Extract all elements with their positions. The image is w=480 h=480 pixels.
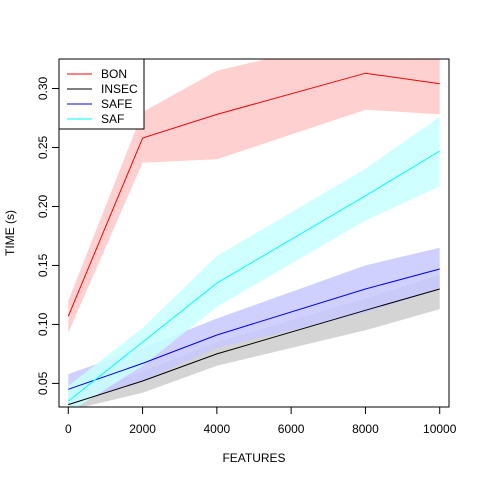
x-tick-label: 0 [65,422,72,436]
legend-label-bon: BON [101,67,127,81]
y-tick-label: 0.30 [36,76,50,100]
line-bon [67,72,440,317]
line-safe [68,268,440,390]
x-tick-label: 8000 [352,422,379,436]
x-tick-label: 4000 [204,422,231,436]
y-axis-title: TIME (s) [3,210,17,256]
x-tick-label: 2000 [129,422,156,436]
y-tick-label: 0.15 [36,253,50,277]
legend-label-safe: SAFE [101,97,132,111]
series-lines [67,72,440,406]
x-tick-label: 10000 [423,422,457,436]
y-axis: 0.05 0.10 0.15 0.20 0.25 0.30 [36,76,60,395]
legend-label-insec: INSEC [101,82,138,96]
legend-label-saf: SAF [101,112,124,126]
line-insec [68,288,440,406]
y-tick-label: 0.10 [36,312,50,336]
band-saf [68,116,440,407]
band-safe [68,247,440,406]
band-bon [68,59,440,333]
x-axis: 0 2000 4000 6000 8000 10000 [65,406,457,436]
y-tick-label: 0.05 [36,371,50,395]
x-axis-title: FEATURES [222,451,285,465]
line-saf [67,150,440,402]
y-tick-label: 0.25 [36,135,50,159]
x-tick-label: 6000 [278,422,305,436]
legend-box [58,58,145,130]
y-tick-label: 0.20 [36,194,50,218]
